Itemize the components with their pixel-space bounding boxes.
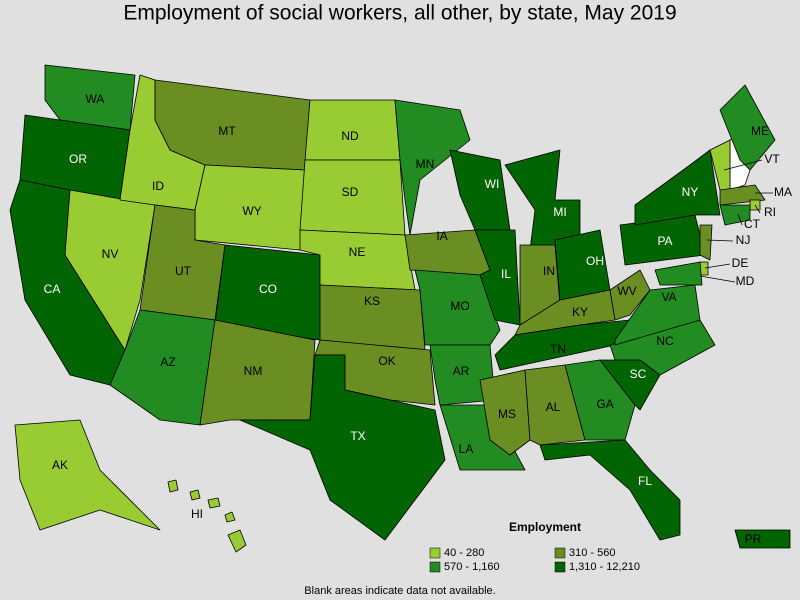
state-label: CT (744, 217, 761, 231)
state-label: CA (44, 282, 61, 296)
state-label: VA (661, 290, 676, 304)
state-label: PR (745, 532, 762, 546)
state-label: ME (751, 124, 769, 138)
state-label: CO (259, 282, 277, 296)
footnote: Blank areas indicate data not available. (304, 585, 495, 597)
state-label: NC (656, 334, 674, 348)
state (699, 224, 713, 261)
legend-swatch (554, 561, 566, 573)
state (614, 284, 701, 346)
state-label: RI (764, 205, 776, 219)
state-label: NM (244, 364, 263, 378)
legend-label: 310 - 560 (569, 547, 615, 559)
legend-swatch (429, 561, 441, 573)
state (224, 511, 236, 523)
state (719, 204, 751, 226)
state-label: WA (86, 92, 105, 106)
state-label: HI (191, 507, 203, 521)
state-label: IA (436, 229, 447, 243)
state (504, 149, 581, 251)
state-label: OR (69, 152, 87, 166)
state (539, 439, 681, 541)
state (429, 344, 496, 406)
state-label: DE (732, 256, 749, 270)
state-label: TX (350, 429, 365, 443)
leader-line (706, 239, 734, 242)
state-label: AR (453, 364, 470, 378)
state (634, 149, 721, 226)
leader-line (737, 213, 743, 226)
state-label: NJ (736, 233, 751, 247)
state-label: MT (218, 124, 236, 138)
state-label: NY (682, 185, 699, 199)
state-label: LA (459, 442, 474, 456)
state-label: OK (378, 354, 395, 368)
leader-line (723, 159, 763, 171)
state (719, 84, 776, 171)
leader-line (699, 275, 736, 283)
state (609, 269, 651, 321)
leader-line (754, 204, 761, 214)
state-label: IL (501, 267, 511, 281)
state-label: MS (498, 407, 516, 421)
state (734, 529, 791, 549)
state-label: MN (416, 157, 435, 171)
state (449, 149, 511, 231)
state-label: UT (175, 264, 192, 278)
state-label: WY (242, 204, 261, 218)
state-label: MD (736, 274, 755, 288)
state-label: AK (52, 458, 68, 472)
leader-line (704, 263, 731, 269)
state-label: PA (657, 234, 672, 248)
state (394, 99, 471, 236)
state-label: KY (572, 305, 588, 319)
state-label: NE (349, 245, 366, 259)
legend-label: 1,310 - 12,210 (569, 561, 640, 573)
state-label: MI (553, 205, 566, 219)
state-label: OH (586, 254, 604, 268)
legend-swatch (554, 547, 566, 559)
state (654, 261, 703, 286)
state-label: SD (342, 185, 359, 199)
legend-title: Employment (509, 520, 581, 534)
map-title: Employment of social workers, all other,… (123, 2, 676, 25)
state (167, 479, 179, 493)
legend-swatch (429, 547, 441, 559)
state-label: ND (341, 129, 359, 143)
state-label: NV (102, 247, 119, 261)
state-label: KS (364, 294, 380, 308)
state-label: ID (152, 179, 164, 193)
state-label: FL (638, 474, 652, 488)
legend-label: 40 - 280 (444, 547, 484, 559)
state-label: AZ (160, 355, 175, 369)
state (479, 369, 531, 456)
state (439, 404, 526, 471)
state-label: MO (450, 299, 469, 313)
state (564, 359, 636, 441)
state-label: SC (630, 367, 647, 381)
state (207, 497, 221, 509)
state-label: AL (546, 400, 561, 414)
state-label: IN (543, 264, 555, 278)
state-label: TN (550, 342, 566, 356)
state-label: WV (617, 284, 636, 298)
legend-label: 570 - 1,160 (444, 561, 500, 573)
state-label: VT (764, 152, 780, 166)
state (474, 229, 521, 326)
state-label: WI (485, 177, 500, 191)
state (14, 419, 161, 531)
state (239, 354, 446, 541)
state (194, 164, 306, 251)
state-label: GA (596, 397, 613, 411)
state-label: MA (774, 185, 792, 199)
state (227, 529, 247, 553)
state (189, 489, 201, 501)
